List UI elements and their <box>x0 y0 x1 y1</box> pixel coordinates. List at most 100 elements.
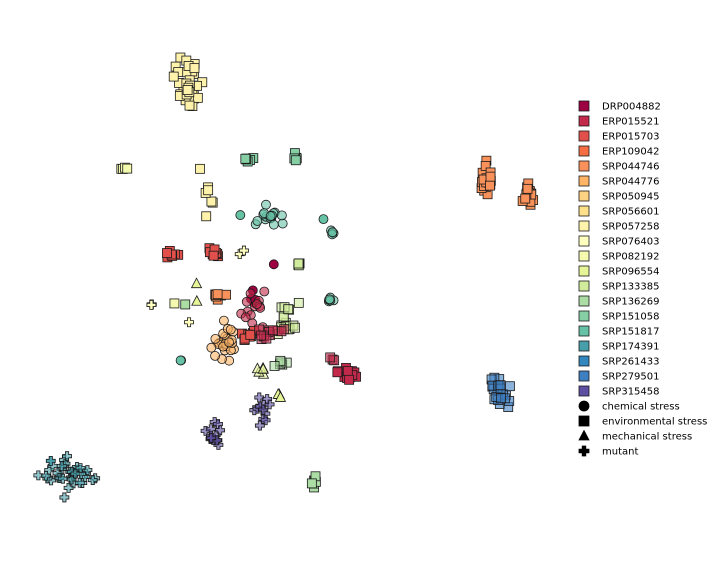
legend-label: SRP044776 <box>602 177 660 188</box>
data-point <box>47 460 58 471</box>
data-point <box>264 399 275 410</box>
data-point <box>240 312 251 323</box>
legend-marker <box>578 145 590 157</box>
data-point <box>195 163 205 174</box>
data-point <box>505 381 515 392</box>
data-point <box>57 473 68 484</box>
legend-item: SRP076403 <box>578 235 660 248</box>
data-point <box>212 289 223 300</box>
legend-label: SRP133385 <box>602 282 660 293</box>
legend-marker <box>578 400 590 412</box>
data-point <box>122 163 133 174</box>
data-point <box>256 330 267 341</box>
data-point <box>208 250 219 261</box>
data-point <box>252 299 262 310</box>
data-point <box>225 324 236 335</box>
legend-marker <box>578 175 590 187</box>
data-point <box>293 258 304 269</box>
data-point <box>522 183 533 194</box>
data-point <box>184 100 195 111</box>
data-point <box>224 337 234 348</box>
legend-item: SRP044746 <box>578 160 660 173</box>
data-point <box>275 355 286 366</box>
data-point <box>189 63 200 74</box>
data-point <box>290 155 301 166</box>
data-point <box>239 245 249 256</box>
data-point <box>175 355 186 366</box>
legend-label: SRP044746 <box>602 162 660 173</box>
data-point <box>235 210 246 220</box>
data-point <box>283 304 294 315</box>
legend-label: chemical stress <box>602 402 680 413</box>
legend-label: SRP261433 <box>602 357 660 368</box>
data-point <box>206 432 217 443</box>
legend-marker <box>578 310 590 322</box>
legend-label: environmental stress <box>602 417 707 428</box>
data-point <box>485 171 496 182</box>
data-point <box>70 468 81 479</box>
legend-label: SRP136269 <box>602 297 660 308</box>
legend-item: SRP174391 <box>578 340 660 353</box>
data-point <box>485 180 495 191</box>
legend-item: SRP044776 <box>578 175 660 188</box>
legend-marker <box>578 220 590 232</box>
legend-label: SRP174391 <box>602 342 660 353</box>
data-point <box>168 71 179 82</box>
legend-label: SRP151058 <box>602 312 660 323</box>
legend-item: ERP015703 <box>578 130 659 143</box>
data-point <box>262 394 273 404</box>
data-point <box>260 415 271 426</box>
data-point <box>276 210 287 221</box>
legend-marker <box>578 355 590 367</box>
data-point <box>277 218 288 229</box>
legend: DRP004882 ERP015521 ERP015703 ERP109042 SRP0… <box>578 100 707 458</box>
data-point <box>257 362 269 374</box>
data-point <box>190 277 203 289</box>
data-point <box>56 461 67 471</box>
data-point <box>203 185 214 196</box>
data-point <box>240 153 251 164</box>
legend-item: ERP109042 <box>578 145 659 158</box>
legend-item: SRP136269 <box>578 295 660 308</box>
data-point <box>192 92 203 103</box>
legend-item: SRP151058 <box>578 310 660 323</box>
data-point <box>33 470 44 481</box>
data-point <box>276 326 287 337</box>
legend-marker <box>578 130 590 142</box>
data-point <box>254 420 265 431</box>
data-point <box>146 300 157 310</box>
legend-item: SRP057258 <box>578 220 660 233</box>
legend-marker <box>578 160 590 172</box>
legend-marker <box>578 190 590 202</box>
data-point <box>258 404 269 415</box>
legend-item: ERP015521 <box>578 115 659 128</box>
data-point <box>293 297 304 308</box>
legend-marker <box>578 429 590 441</box>
points-layer <box>33 52 539 503</box>
legend-marker <box>578 265 590 277</box>
legend-label: SRP076403 <box>602 237 660 248</box>
data-point <box>245 288 256 299</box>
data-point <box>268 325 279 336</box>
data-point <box>87 475 98 485</box>
data-point <box>215 425 226 436</box>
legend-marker <box>578 115 590 127</box>
data-point <box>261 199 271 210</box>
legend-marker <box>578 445 590 457</box>
legend-item: SRP133385 <box>578 280 660 293</box>
data-point <box>332 367 343 378</box>
legend-item: SRP096554 <box>578 265 660 278</box>
data-point <box>495 380 506 391</box>
legend-label: SRP315458 <box>602 387 660 398</box>
legend-label: mutant <box>602 447 638 458</box>
data-point <box>324 294 335 305</box>
data-point <box>520 193 531 204</box>
data-point <box>75 463 86 474</box>
data-point <box>62 451 72 462</box>
legend-marker <box>578 415 590 427</box>
legend-item: environmental stress <box>578 415 707 428</box>
legend-marker <box>578 205 590 217</box>
data-point <box>327 227 338 238</box>
legend-item: SRP261433 <box>578 355 660 368</box>
